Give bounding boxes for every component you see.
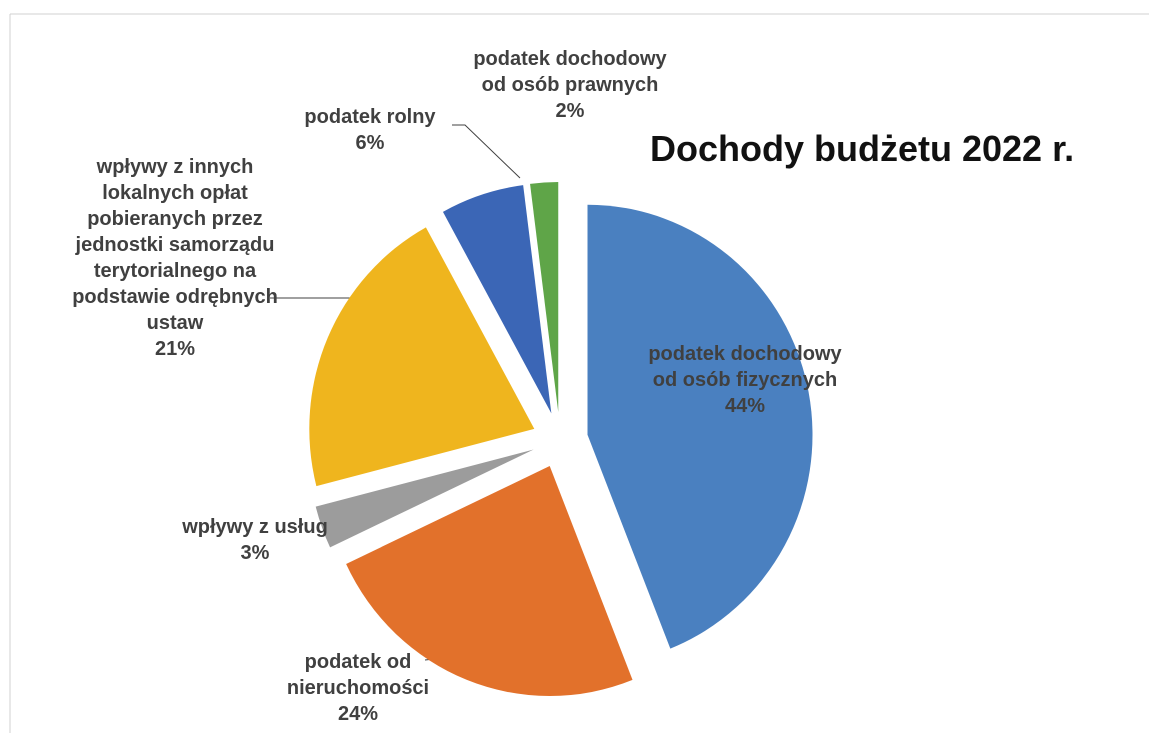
data-label: podatek rolny 6% xyxy=(280,104,460,156)
pie-slice xyxy=(315,449,534,548)
category-label: podatek dochodowy od osób fizycznych xyxy=(648,343,842,391)
pie-slice xyxy=(346,466,633,697)
pie-slice xyxy=(309,227,535,487)
category-label: wpływy z innych lokalnych opłat pobieran… xyxy=(72,156,278,334)
category-label: podatek rolny xyxy=(304,106,436,128)
value-label: 6% xyxy=(355,132,385,154)
data-label: wpływy z innych lokalnych opłat pobieran… xyxy=(55,154,295,362)
value-label: 44% xyxy=(724,395,766,417)
category-label: podatek od nieruchomości xyxy=(286,651,430,699)
category-label: podatek dochodowy od osób prawnych xyxy=(473,48,667,96)
value-label: 3% xyxy=(240,542,270,564)
value-label: 24% xyxy=(337,703,379,725)
chart-title: Dochody budżetu 2022 r. xyxy=(650,128,1075,169)
data-label: podatek dochodowy od osób fizycznych 44% xyxy=(645,341,845,419)
value-label: 2% xyxy=(555,100,585,122)
leader-line xyxy=(452,124,521,179)
data-label: wpływy z usług 3% xyxy=(145,514,365,566)
data-label: podatek od nieruchomości 24% xyxy=(273,649,443,727)
category-label: wpływy z usług xyxy=(182,516,328,538)
pie-slice xyxy=(442,185,552,414)
pie-slice xyxy=(587,204,813,649)
pie-slice xyxy=(530,182,559,413)
data-label: podatek dochodowy od osób prawnych 2% xyxy=(470,46,670,124)
value-label: 21% xyxy=(154,338,196,360)
